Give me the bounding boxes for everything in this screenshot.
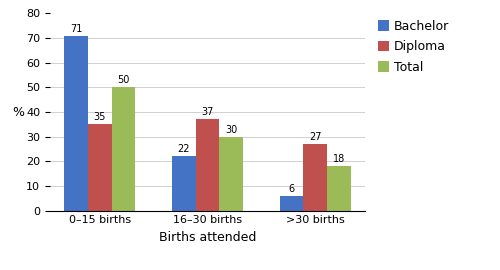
- Bar: [64, 36, 88, 211]
- X-axis label: Births attended: Births attended: [159, 231, 256, 244]
- Bar: [196, 119, 220, 211]
- Text: 50: 50: [118, 75, 130, 85]
- Text: 22: 22: [178, 144, 190, 154]
- Text: 18: 18: [332, 154, 345, 164]
- Bar: [327, 166, 350, 211]
- Text: 35: 35: [94, 112, 106, 122]
- Text: 71: 71: [70, 24, 82, 34]
- Bar: [88, 124, 112, 211]
- Text: 30: 30: [225, 125, 237, 135]
- Bar: [172, 156, 196, 211]
- Bar: [112, 87, 136, 211]
- Y-axis label: %: %: [12, 106, 24, 119]
- Bar: [220, 137, 243, 211]
- Bar: [304, 144, 327, 211]
- Text: 27: 27: [309, 132, 322, 142]
- Legend: Bachelor, Diploma, Total: Bachelor, Diploma, Total: [378, 20, 449, 74]
- Bar: [280, 196, 303, 211]
- Text: 6: 6: [288, 184, 294, 194]
- Text: 37: 37: [202, 107, 213, 117]
